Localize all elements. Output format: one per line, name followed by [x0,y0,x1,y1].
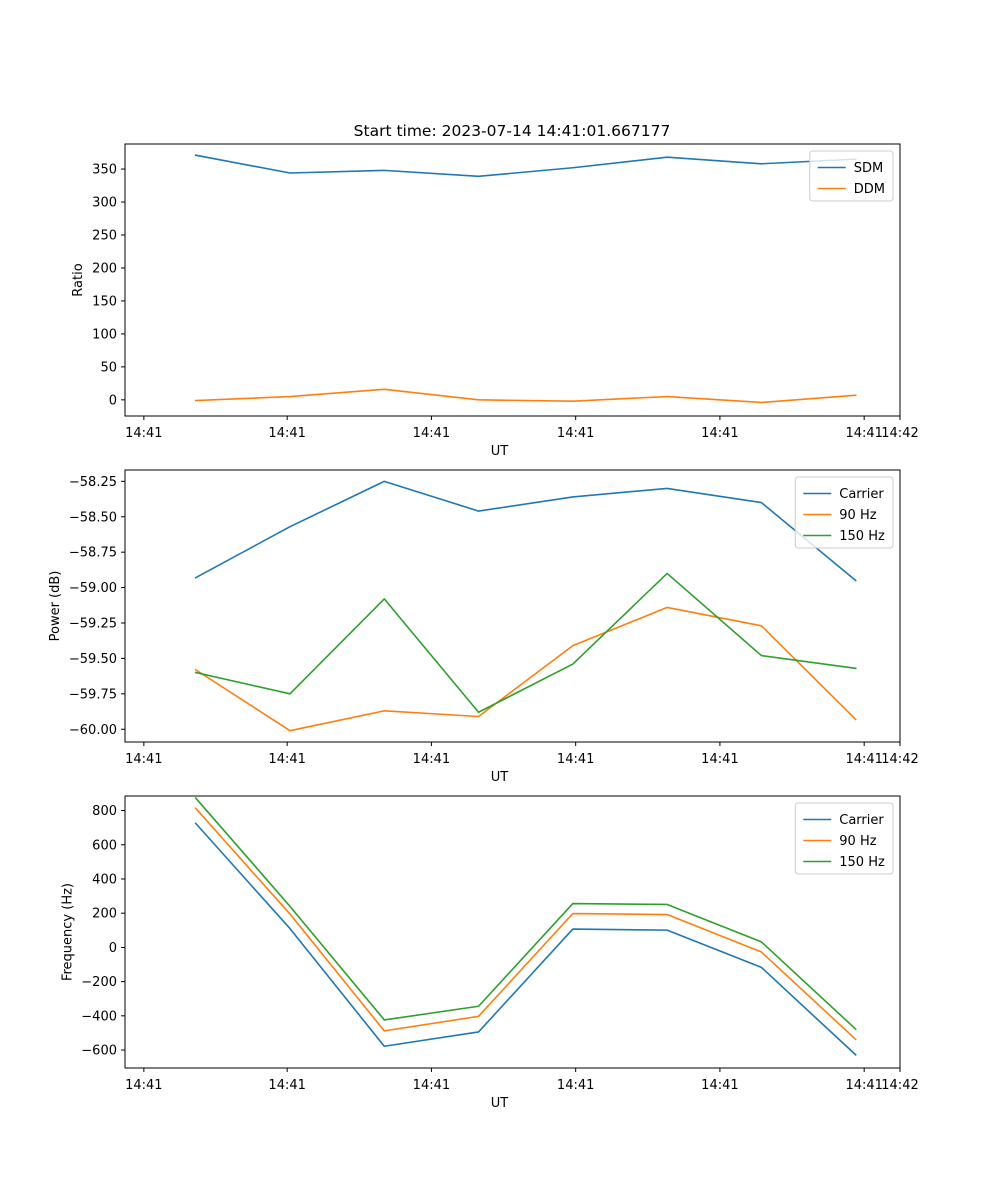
power-y-tick-label: −59.50 [69,652,117,667]
power-y-tick-label: −59.75 [69,687,117,702]
ratio-y-tick-label: 200 [92,261,117,276]
power-x-tick-label: 14:42 [881,752,918,767]
frequency-x-tick-label: 14:41 [701,1078,738,1093]
frequency-y-tick-label: −600 [81,1044,117,1059]
frequency-y-axis-label: Frequency (Hz) [60,883,75,981]
ratio-x-tick-label: 14:41 [845,426,882,441]
frequency-y-tick-label: 200 [92,907,117,922]
ratio-x-tick-label: 14:41 [557,426,594,441]
ratio-y-axis-label: Ratio [71,263,86,296]
frequency-x-tick-label: 14:41 [557,1078,594,1093]
power-series-90-hz-line [194,606,857,732]
frequency-y-tick-label: 400 [92,872,117,887]
ratio-x-tick-label: 14:41 [268,426,305,441]
frequency-y-tick-label: 800 [92,804,117,819]
ratio-axes-frame [124,143,901,417]
ratio-x-tick-label: 14:41 [413,426,450,441]
ratio-y-tick-label: 150 [92,294,117,309]
frequency-x-tick-label: 14:41 [413,1078,450,1093]
power-series-150-hz-line [194,572,857,714]
frequency-y-tick-label: 600 [92,838,117,853]
ratio-y-tick-label: 100 [92,327,117,342]
power-x-tick-label: 14:41 [413,752,450,767]
frequency-x-tick-label: 14:41 [125,1078,162,1093]
frequency-x-tick-label: 14:42 [881,1078,918,1093]
frequency-y-tick-label: 0 [109,941,117,956]
ratio-y-tick-label: 50 [100,360,117,375]
ratio-legend-label: SDM [854,161,883,176]
power-x-axis-label: UT [491,770,509,785]
power-legend-label: 150 Hz [839,529,885,544]
frequency-series-carrier-line [194,822,857,1056]
ratio-y-tick-label: 0 [109,393,117,408]
frequency-y-tick-label: −400 [81,1009,117,1024]
ratio-x-tick-label: 14:41 [701,426,738,441]
ratio-y-tick-label: 350 [92,163,117,178]
power-axes-frame [124,469,901,743]
power-panel: 14:4114:4114:4114:4114:4114:4114:4114:42… [48,469,919,785]
ratio-y-tick-label: 250 [92,228,117,243]
power-legend-label: Carrier [839,487,884,502]
power-y-tick-label: −59.25 [69,617,117,632]
frequency-legend-label: Carrier [839,813,884,828]
power-legend-box [794,476,894,549]
power-x-tick-label: 14:41 [268,752,305,767]
ratio-panel: 14:4114:4114:4114:4114:4114:4114:4114:42… [71,143,919,459]
frequency-x-axis-label: UT [491,1096,509,1111]
power-y-tick-label: −60.00 [69,723,117,738]
frequency-series-90-hz-line [194,807,857,1041]
frequency-x-tick-label: 14:41 [845,1078,882,1093]
power-y-tick-label: −58.25 [69,475,117,490]
frequency-legend: Carrier 90 Hz 150 Hz [794,802,894,875]
frequency-y-tick-label: −200 [81,975,117,990]
power-x-tick-label: 14:41 [125,752,162,767]
ratio-legend: SDM DDM [809,150,894,202]
power-y-tick-label: −59.00 [69,581,117,596]
power-x-tick-label: 14:41 [557,752,594,767]
ratio-x-tick-label: 14:41 [125,426,162,441]
frequency-legend-box [794,802,894,875]
power-y-axis-label: Power (dB) [48,571,63,642]
ratio-legend-label: DDM [854,182,885,197]
power-legend-label: 90 Hz [839,508,876,523]
figure-title: Start time: 2023-07-14 14:41:01.667177 [354,122,671,140]
frequency-legend-label: 90 Hz [839,834,876,849]
frequency-x-tick-label: 14:41 [268,1078,305,1093]
power-y-tick-label: −58.50 [69,510,117,525]
ratio-x-axis-label: UT [491,444,509,459]
frequency-axes-frame [124,795,901,1069]
ratio-series-sdm-line [194,154,857,178]
power-legend: Carrier 90 Hz 150 Hz [794,476,894,549]
power-y-tick-label: −58.75 [69,546,117,561]
power-x-tick-label: 14:41 [701,752,738,767]
ratio-y-tick-label: 300 [92,196,117,211]
frequency-series-150-hz-line [194,796,857,1031]
power-x-tick-label: 14:41 [845,752,882,767]
frequency-legend-label: 150 Hz [839,855,885,870]
frequency-panel: 14:4114:4114:4114:4114:4114:4114:4114:42… [60,795,919,1111]
ratio-series-ddm-line [194,388,857,404]
ratio-x-tick-label: 14:42 [881,426,918,441]
power-series-carrier-line [194,480,857,582]
